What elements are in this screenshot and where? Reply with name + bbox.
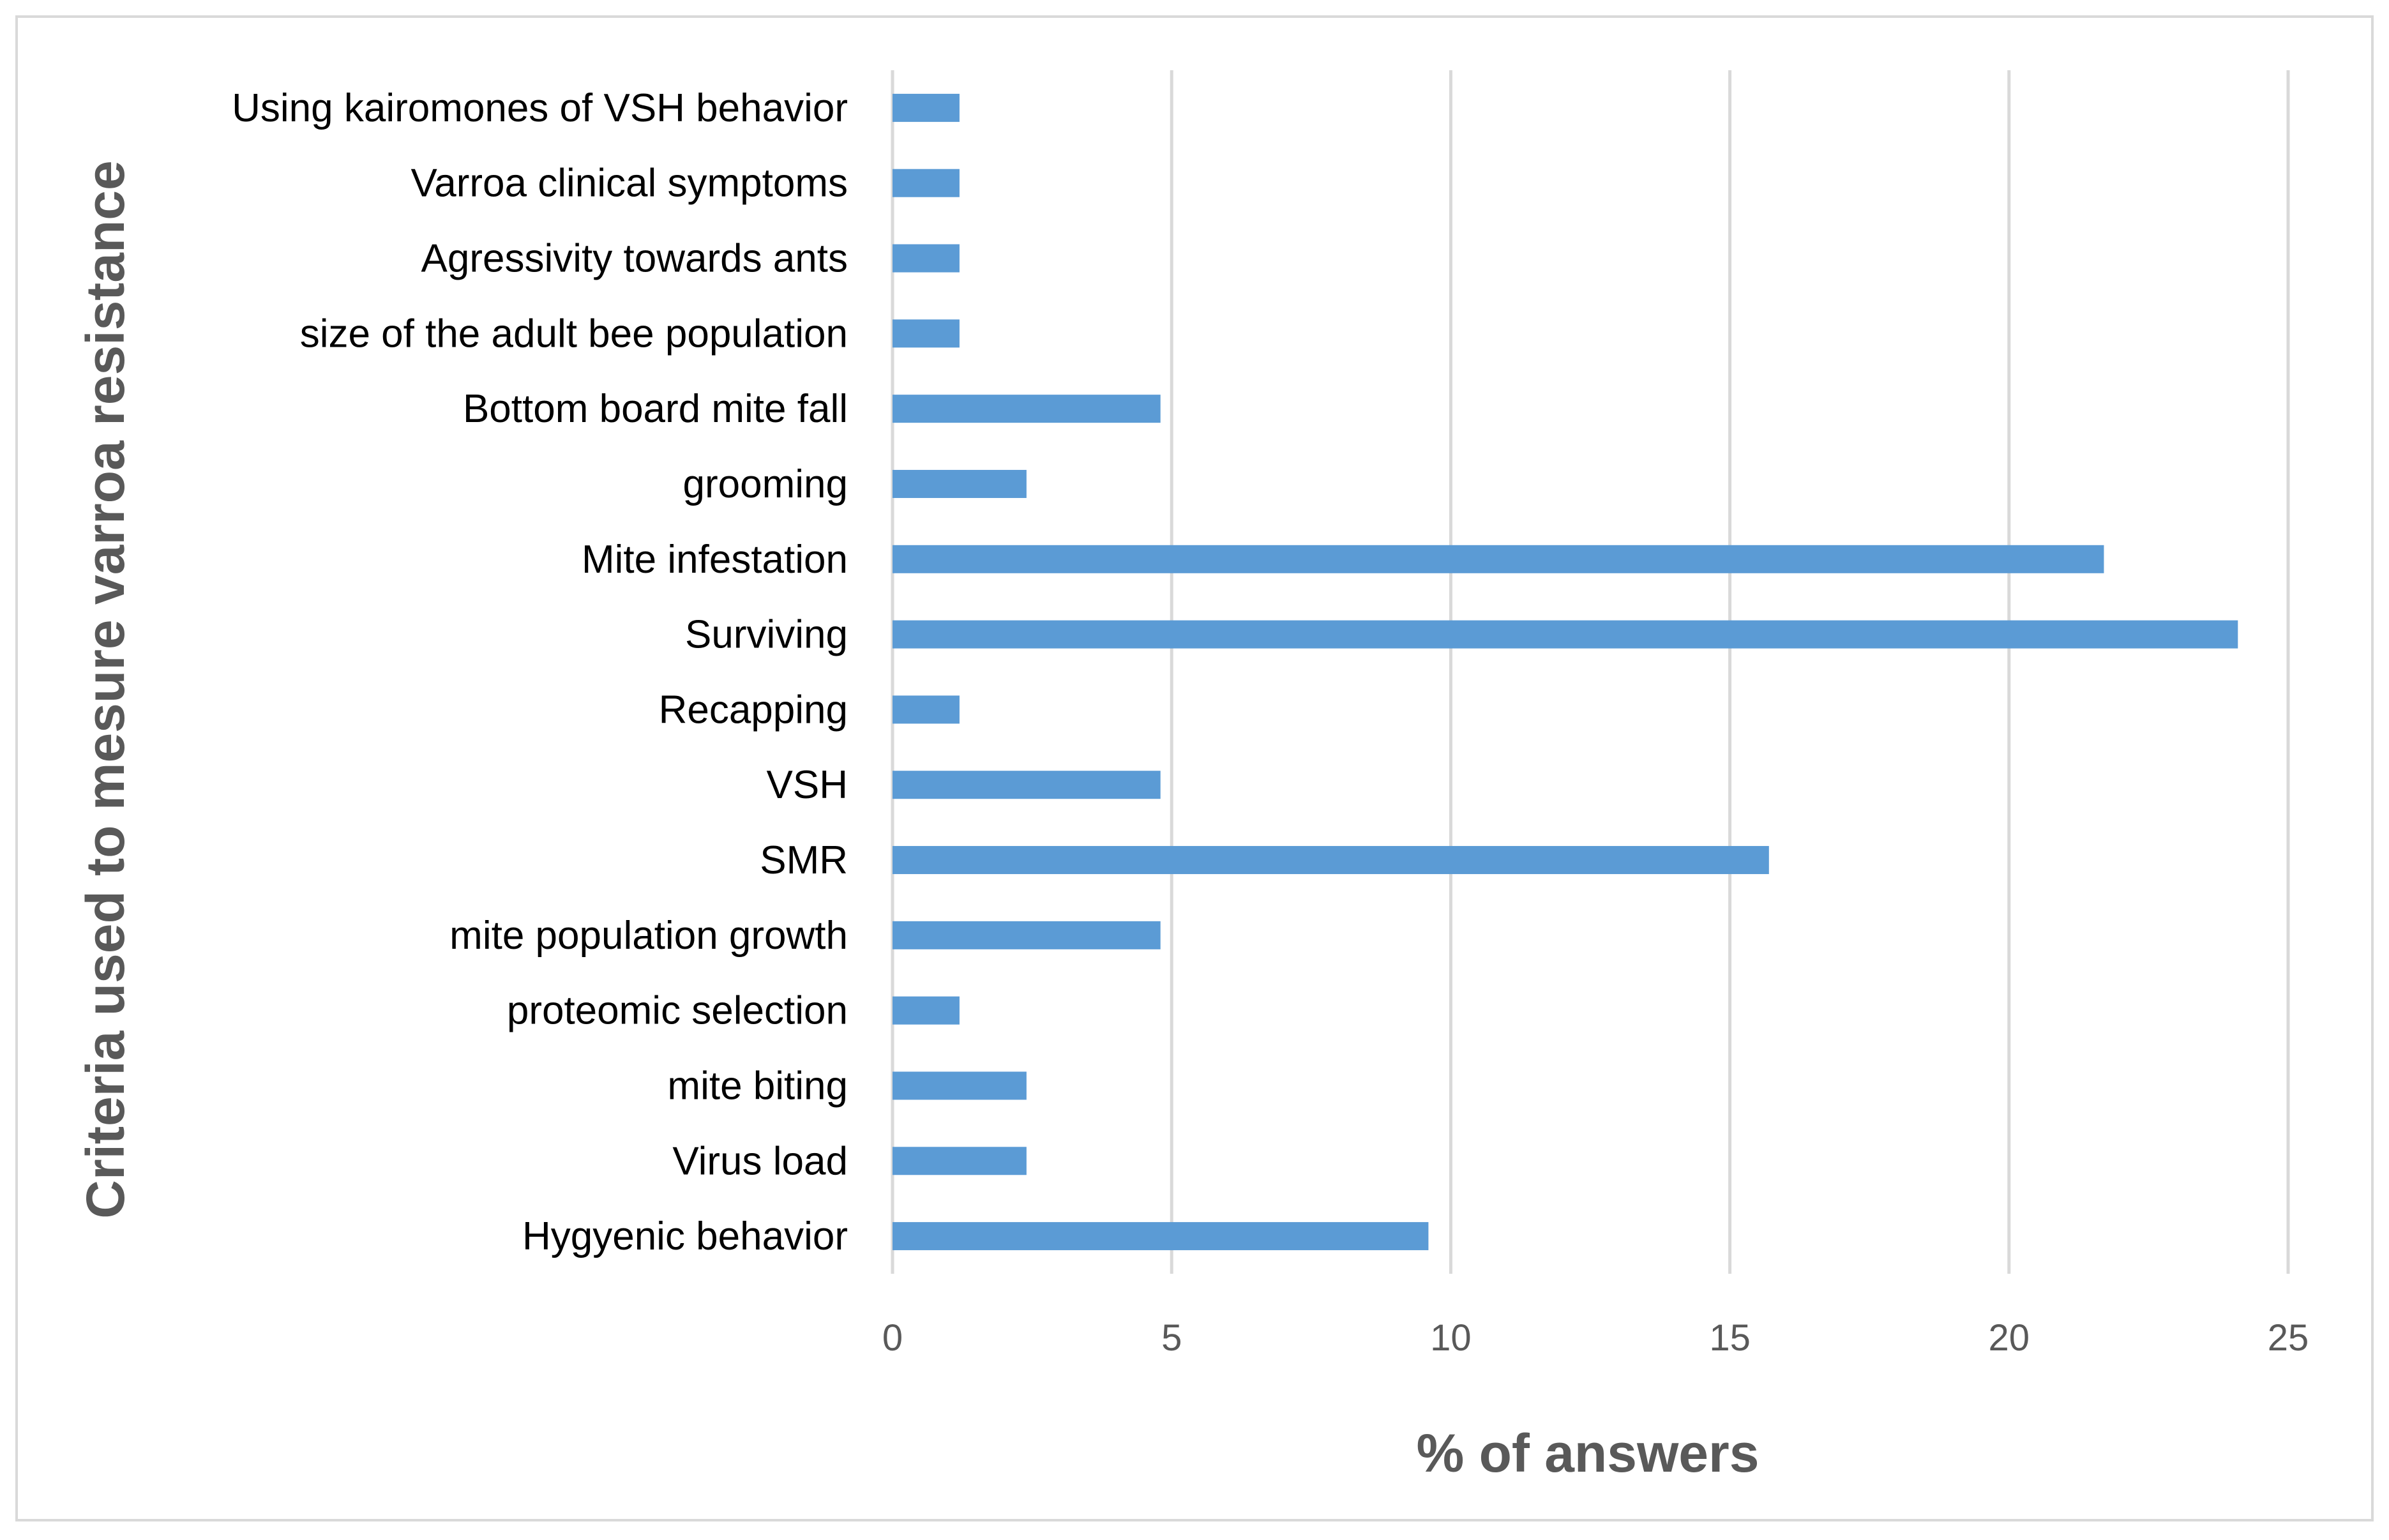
bar [893,620,2238,649]
bar [893,244,960,273]
category-label: Mite infestation [582,538,848,582]
bar [893,395,1161,423]
category-label: Recapping [659,688,848,732]
bar [893,169,960,197]
category-label: size of the adult bee population [300,312,848,356]
bar [893,1222,1429,1251]
bars [893,93,2238,1251]
x-tick-label: 10 [1430,1317,1472,1359]
category-label: Agressivity towards ants [421,237,848,281]
category-label: Surviving [685,613,848,657]
category-label: Bottom board mite fall [463,387,848,431]
bar [893,1071,1027,1100]
x-tick-label: 5 [1161,1317,1182,1359]
category-labels: Using kairomones of VSH behavior Varroa c… [232,86,848,1258]
x-tick-label: 15 [1709,1317,1751,1359]
x-tick-labels: 0 5 10 15 20 25 [882,1317,2309,1359]
x-tick-label: 0 [882,1317,903,1359]
category-label: grooming [683,462,848,506]
bar [893,921,1161,949]
category-label: mite biting [667,1064,848,1108]
category-label: mite population growth [449,914,848,958]
category-label: VSH [767,763,848,807]
category-label: SMR [760,838,848,882]
bar [893,695,960,724]
bar [893,93,960,122]
bar [893,846,1769,875]
category-label: Varroa clinical symptoms [411,162,848,206]
bar [893,545,2104,573]
category-label: proteomic selection [507,989,848,1033]
category-label: Hygyenic behavior [522,1214,848,1258]
bar [893,469,1027,498]
x-tick-label: 20 [1989,1317,2030,1359]
bar [893,319,960,348]
category-label: Virus load [672,1139,848,1183]
bar [893,771,1161,799]
bar [893,1147,1027,1175]
chart-frame [15,15,2374,1521]
y-axis-title: Criteria used to mesure varroa resistanc… [75,160,135,1218]
x-tick-label: 25 [2268,1317,2309,1359]
bar [893,996,960,1025]
category-label: Using kairomones of VSH behavior [232,86,848,130]
x-axis-title: % of answers [1417,1423,1760,1483]
